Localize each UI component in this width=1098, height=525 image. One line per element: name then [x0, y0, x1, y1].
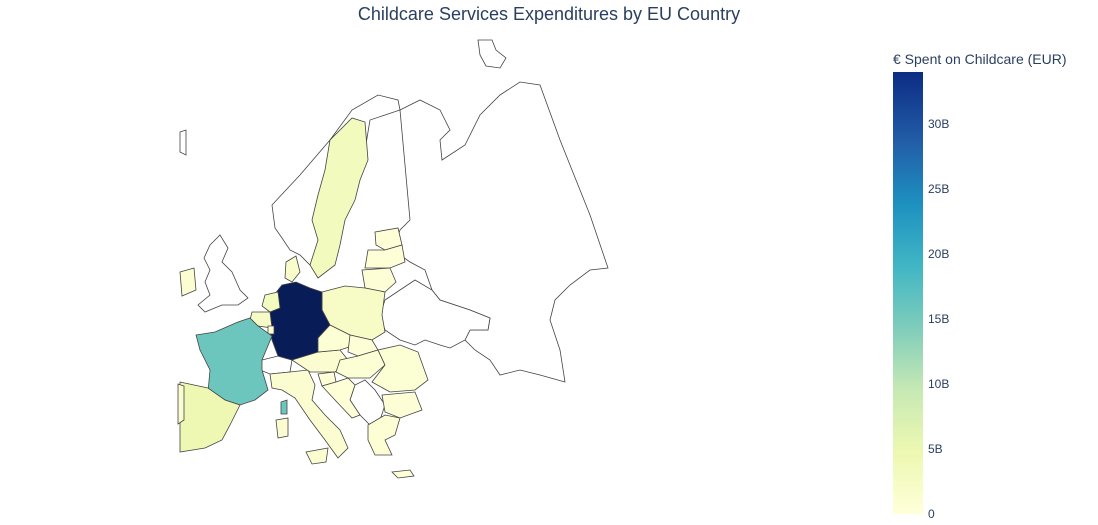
region-ireland[interactable]: [179, 267, 197, 297]
colorbar-tick-label: 20B: [928, 247, 950, 261]
colorbar-tick-label: 10B: [928, 377, 950, 391]
colorbar-tick-label: 30B: [928, 117, 950, 131]
colorbar-tick-label: 5B: [928, 442, 943, 456]
region-hungary[interactable]: [335, 349, 386, 379]
region-svalbard-outline[interactable]: [477, 39, 507, 69]
region-uk-outline[interactable]: [197, 234, 249, 313]
region-ukraine-belarus-outline[interactable]: [379, 279, 491, 349]
region-cyprus[interactable]: [391, 469, 415, 479]
region-latvia[interactable]: [364, 244, 406, 269]
region-netherlands[interactable]: [261, 291, 281, 313]
region-corsica[interactable]: [280, 399, 288, 415]
region-spain[interactable]: [179, 381, 241, 453]
region-sicily[interactable]: [305, 447, 329, 465]
region-portugal[interactable]: [177, 383, 185, 425]
region-romania[interactable]: [371, 344, 429, 393]
region-sweden[interactable]: [309, 117, 369, 279]
region-luxembourg[interactable]: [267, 325, 275, 335]
colorbar-tick-label: 25B: [928, 182, 950, 196]
region-sardinia[interactable]: [275, 417, 289, 439]
colorbar-tick-label: 0: [928, 507, 935, 521]
region-iceland-outline[interactable]: [179, 129, 187, 156]
colorbar-tick-label: 15B: [928, 312, 950, 326]
region-russia-outline[interactable]: [394, 81, 609, 383]
region-greece[interactable]: [367, 414, 401, 456]
region-italy[interactable]: [269, 369, 349, 459]
region-croatia[interactable]: [321, 377, 361, 419]
region-denmark[interactable]: [284, 255, 301, 283]
region-france[interactable]: [195, 317, 273, 406]
colorbar: [893, 72, 923, 514]
map-title: Childcare Services Expenditures by EU Co…: [357, 4, 741, 24]
region-lithuania[interactable]: [361, 267, 397, 293]
region-bulgaria[interactable]: [381, 391, 423, 419]
colorbar-title: € Spent on Childcare (EUR): [893, 51, 1067, 67]
europe-choropleth-map[interactable]: [0, 0, 890, 525]
